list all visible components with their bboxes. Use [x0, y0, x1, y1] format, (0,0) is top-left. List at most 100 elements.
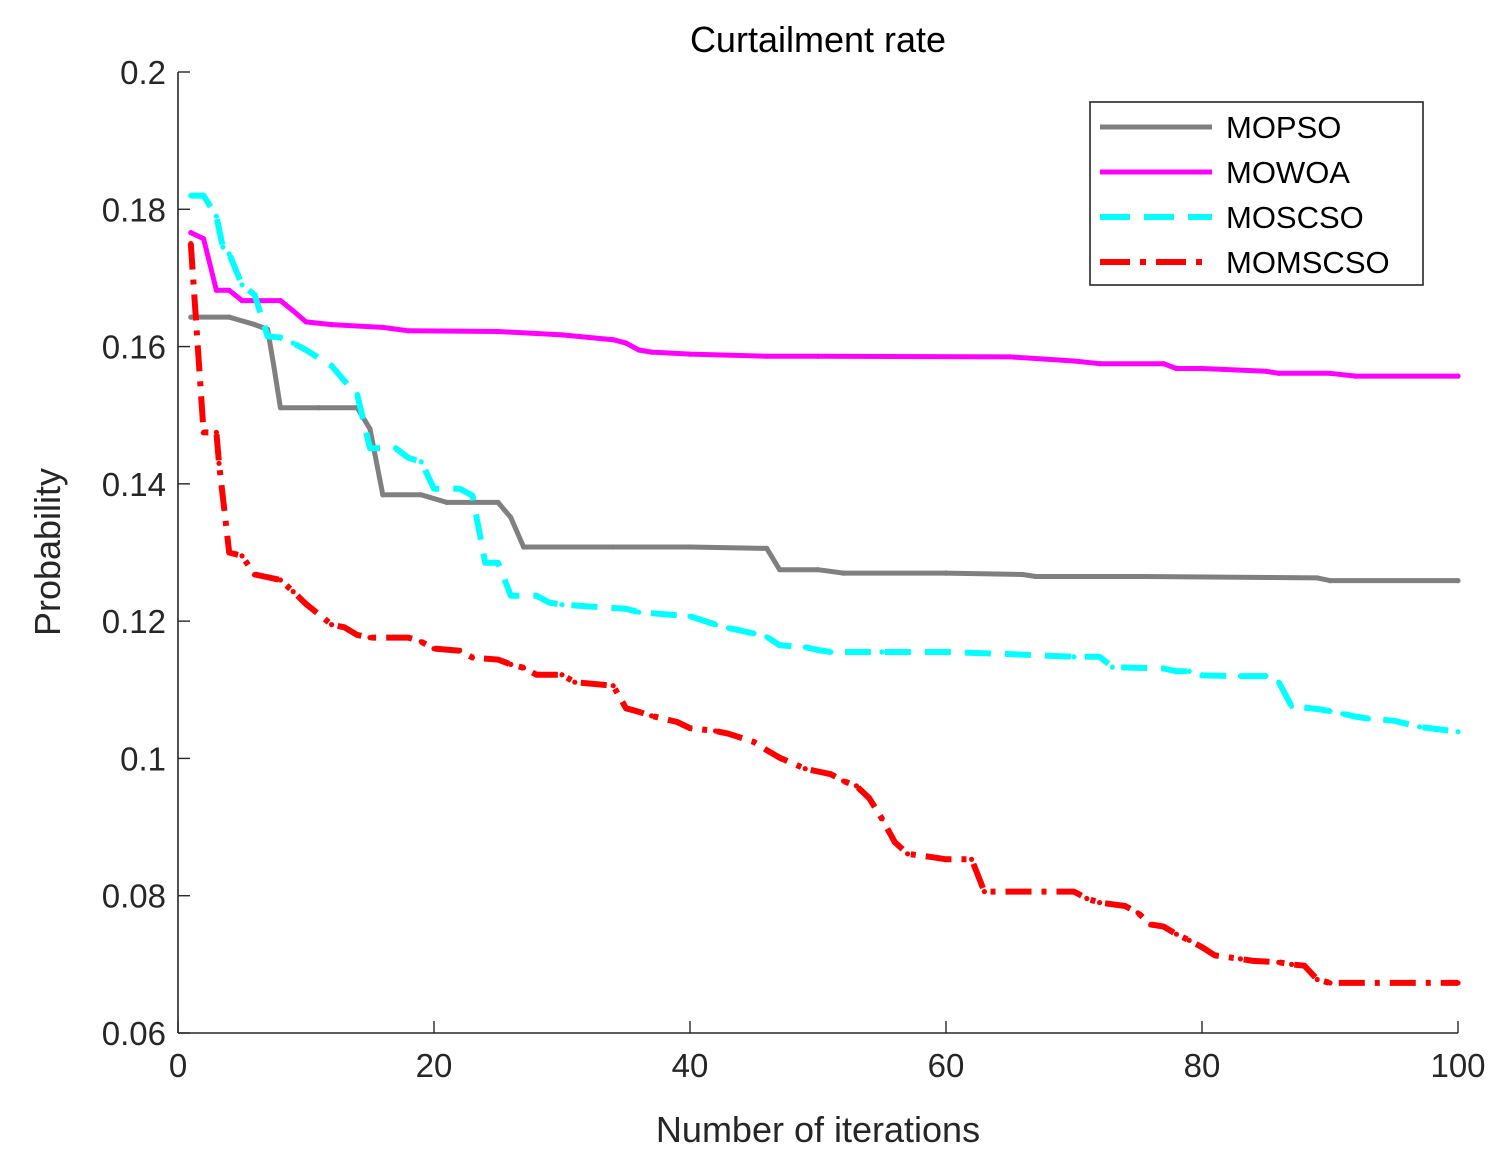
x-tick-label: 60 — [928, 1047, 965, 1084]
data-point-mopso — [380, 492, 386, 498]
y-tick-label: 0.18 — [102, 191, 166, 228]
data-point-momscso — [329, 622, 335, 628]
data-point-moscso — [303, 347, 309, 353]
data-point-moscso — [1199, 672, 1205, 679]
legend-label-momscso: MOMSCSO — [1226, 245, 1390, 280]
data-point-mopso — [1020, 571, 1026, 578]
data-point-moscso — [725, 625, 732, 631]
legend-item-moscso: MOSCSO — [1100, 200, 1364, 235]
data-point-moscso — [1417, 724, 1423, 730]
data-point-momscso — [815, 768, 821, 775]
data-point-momscso — [969, 856, 975, 862]
data-point-moscso — [341, 378, 347, 384]
data-point-momscso — [201, 429, 207, 435]
data-point-moscso — [1455, 729, 1461, 735]
data-point-moscso — [1327, 708, 1333, 714]
data-point-momscso — [1276, 959, 1282, 965]
data-point-mowoa — [277, 298, 283, 304]
data-point-moscso — [329, 363, 335, 369]
data-point-momscso — [1237, 956, 1243, 962]
data-point-mopso — [316, 405, 322, 411]
legend: MOPSO MOWOA MOSCSO MOMSCSO — [1089, 101, 1424, 286]
data-point-momscso — [1455, 980, 1461, 986]
series-moscso — [188, 192, 1461, 735]
data-point-mowoa — [1276, 370, 1282, 376]
data-point-momscso — [1097, 900, 1103, 906]
data-point-mopso — [277, 405, 283, 411]
x-tick-label: 20 — [416, 1047, 453, 1084]
data-point-mopso — [508, 514, 514, 521]
data-point-momscso — [687, 725, 693, 731]
legend-label-mopso: MOPSO — [1226, 110, 1341, 145]
data-point-momscso — [879, 816, 885, 822]
data-point-moscso — [290, 340, 296, 346]
data-point-mopso — [1135, 573, 1141, 580]
data-point-momscso — [216, 460, 222, 466]
data-point-moscso — [546, 600, 552, 606]
data-point-momscso — [713, 728, 719, 734]
data-point-mopso — [841, 570, 847, 576]
data-point-moscso — [687, 613, 693, 619]
data-point-mowoa — [1353, 373, 1359, 379]
data-point-mowoa — [290, 308, 296, 314]
legend-label-mowoa: MOWOA — [1226, 155, 1350, 190]
data-point-momscso — [572, 679, 578, 685]
data-point-moscso — [226, 251, 232, 257]
data-point-momscso — [213, 429, 219, 435]
data-point-mowoa — [764, 353, 770, 359]
data-point-mowoa — [1327, 370, 1333, 376]
data-point-momscso — [636, 709, 642, 715]
data-point-moscso — [559, 602, 565, 608]
data-point-momscso — [1007, 889, 1013, 895]
data-point-momscso — [1250, 958, 1256, 964]
data-point-mopso — [764, 545, 770, 552]
data-point-moscso — [636, 609, 642, 615]
data-point-mopso — [1327, 578, 1333, 584]
data-point-moscso — [764, 634, 770, 640]
data-point-moscso — [220, 244, 226, 250]
series-layer — [187, 192, 1461, 986]
data-point-momscso — [559, 672, 565, 678]
data-point-moscso — [265, 333, 271, 339]
data-point-moscso — [508, 593, 514, 599]
data-point-moscso — [1161, 665, 1167, 672]
data-point-momscso — [1186, 937, 1192, 943]
data-point-momscso — [1289, 961, 1295, 968]
series-mowoa — [188, 230, 1461, 379]
data-point-mowoa — [649, 349, 655, 355]
data-point-mowoa — [623, 340, 629, 346]
data-point-moscso — [418, 459, 424, 465]
data-point-momscso — [188, 241, 194, 247]
data-point-moscso — [1289, 703, 1295, 709]
data-point-mopso — [444, 499, 450, 505]
x-tick-label: 40 — [672, 1047, 709, 1084]
data-point-moscso — [393, 445, 399, 451]
data-point-momscso — [431, 646, 437, 652]
data-point-momscso — [533, 672, 540, 678]
legend-item-momscso: MOMSCSO — [1100, 245, 1390, 280]
data-point-mowoa — [303, 319, 309, 325]
data-point-mopso — [943, 570, 949, 576]
data-point-mowoa — [1455, 373, 1461, 379]
data-point-momscso — [252, 571, 258, 578]
y-tick-label: 0.08 — [102, 878, 166, 915]
data-point-moscso — [751, 630, 757, 637]
data-point-momscso — [674, 719, 680, 725]
data-point-mopso — [188, 314, 194, 320]
data-point-moscso — [1391, 718, 1397, 724]
data-point-moscso — [1173, 668, 1179, 674]
data-point-mowoa — [226, 287, 232, 293]
data-point-moscso — [1314, 706, 1320, 712]
data-point-momscso — [1327, 980, 1333, 986]
data-point-mopso — [495, 499, 501, 505]
data-point-momscso — [521, 665, 527, 671]
y-axis-label: Probability — [27, 468, 68, 636]
x-axis-label: Number of iterations — [656, 1109, 980, 1150]
data-point-momscso — [508, 661, 514, 668]
data-point-moscso — [482, 560, 488, 566]
y-tick-label: 0.12 — [102, 603, 166, 640]
data-point-mopso — [1455, 578, 1461, 584]
data-point-moscso — [879, 649, 885, 655]
data-point-momscso — [1199, 944, 1205, 950]
